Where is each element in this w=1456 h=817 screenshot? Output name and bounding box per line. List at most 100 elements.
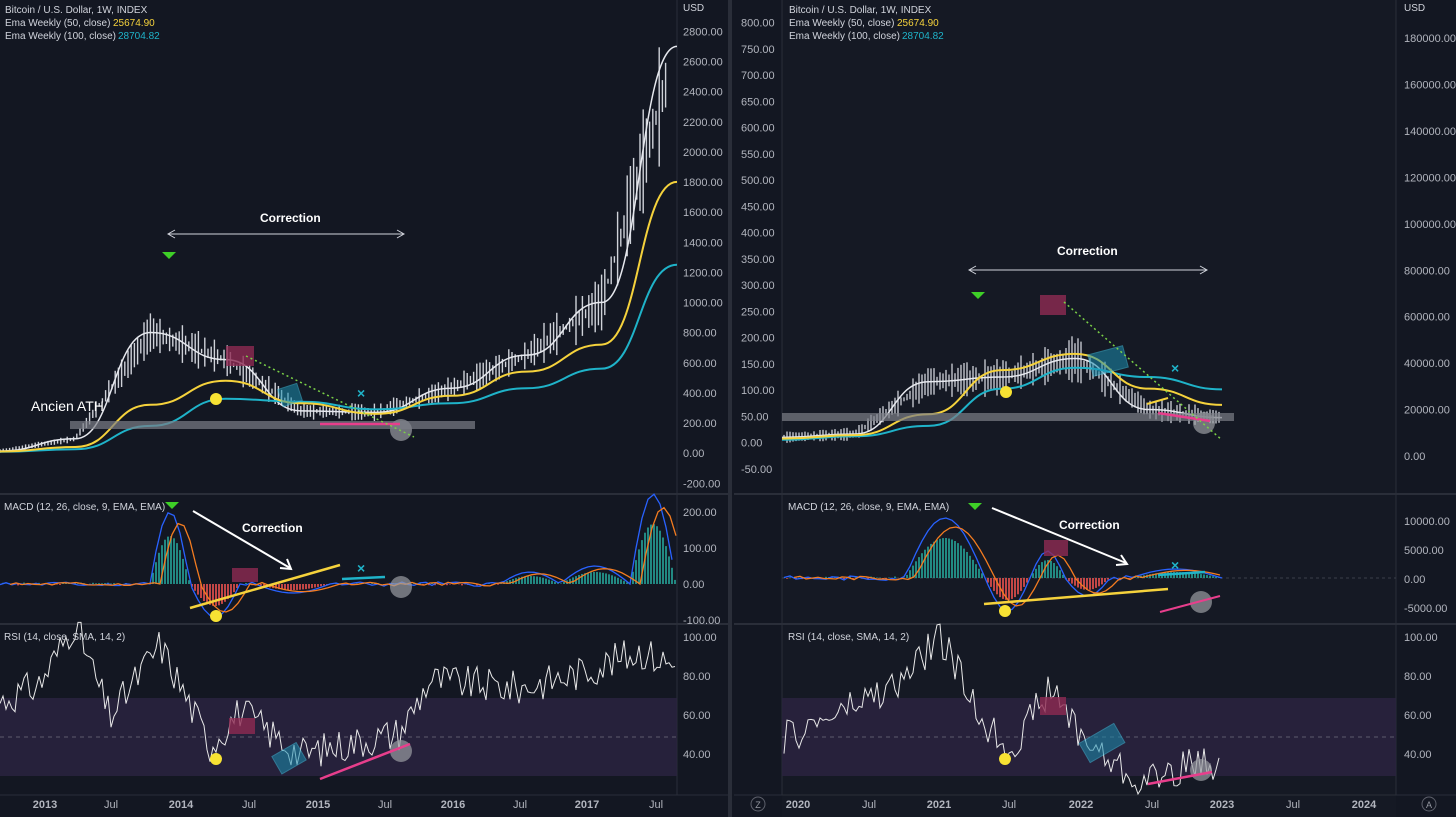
right-pct-tick-1: 750.00: [741, 44, 775, 56]
auto-scale-button[interactable]: A: [1421, 796, 1437, 812]
right-ema100-value: 28704.82: [902, 31, 944, 42]
left-macd-tick-3: -100.00: [683, 615, 720, 627]
zoom-reset-button[interactable]: Z: [750, 796, 766, 812]
right-signal-line: [793, 526, 1221, 607]
left-currency-label: USD: [683, 3, 704, 14]
right-pct-tick-14: 100.00: [741, 385, 775, 397]
left-price-cross-icon: ×: [357, 385, 365, 401]
left-rsi-tick-2: 60.00: [683, 710, 711, 722]
right-plot-area: [782, 0, 1396, 817]
annotations: [70, 229, 1234, 786]
right-macd-title: MACD (12, 26, close, 9, EMA, EMA): [788, 502, 949, 513]
left-price-tick-13: 200.00: [683, 418, 717, 430]
right-pct-tick-11: 250.00: [741, 306, 775, 318]
right-price-tick-0: 180000.00: [1404, 33, 1456, 45]
left-time-tick-1: Jul: [104, 799, 118, 811]
right-pct-tick-5: 550.00: [741, 149, 775, 161]
left-price-tick-2: 2400.00: [683, 87, 723, 99]
right-pct-tick-8: 400.00: [741, 228, 775, 240]
highlight-box-2: [229, 718, 255, 734]
right-pct-tick-17: -50.00: [741, 464, 772, 476]
left-rsi-title: RSI (14, close, SMA, 14, 2): [4, 632, 125, 643]
left-time-tick-3: Jul: [242, 799, 256, 811]
right-time-tick-1: Jul: [862, 799, 876, 811]
auto-scale-label: A: [1426, 800, 1432, 810]
left-ema100-line: [0, 263, 678, 453]
right-macd-correction-arrow: [991, 507, 1127, 564]
left-rsi-line: [0, 621, 676, 767]
right-macd-cyan-line: [1157, 570, 1206, 577]
channel-box-3: [1078, 722, 1126, 764]
right-price-tick-4: 100000.00: [1404, 219, 1456, 231]
right-time-tick-8: 2024: [1352, 799, 1377, 811]
left-ema100-value: 28704.82: [118, 31, 160, 42]
right-price-tick-7: 40000.00: [1404, 358, 1450, 370]
left-legend-title: Bitcoin / U.S. Dollar, 1W, INDEX: [5, 5, 148, 16]
left-macd-title: MACD (12, 26, close, 9, EMA, EMA): [4, 502, 165, 513]
channel-box-0: [277, 382, 303, 408]
right-price-cross-icon: ×: [1171, 360, 1179, 376]
left-macd-cyan-line: [341, 575, 386, 581]
left-price-tick-9: 1000.00: [683, 298, 723, 310]
left-time-tick-9: Jul: [649, 799, 663, 811]
left-rsi-tick-1: 80.00: [683, 671, 711, 683]
low-marker-2: [210, 753, 222, 765]
right-time-tick-5: Jul: [1145, 799, 1159, 811]
right-price-tick-9: 0.00: [1404, 451, 1425, 463]
right-pct-tick-0: 800.00: [741, 18, 775, 30]
right-ema100-label: Ema Weekly (100, close): [789, 31, 900, 42]
left-correction-arrow-head-right: [396, 229, 406, 239]
left-price-tick-7: 1400.00: [683, 237, 723, 249]
left-macd-tick-1: 100.00: [683, 543, 717, 555]
right-price-tick-1: 160000.00: [1404, 80, 1456, 92]
right-price-tick-2: 140000.00: [1404, 126, 1456, 138]
left-dotted-trendline: [245, 355, 415, 438]
right-pct-tick-2: 700.00: [741, 70, 775, 82]
right-ema50-label: Ema Weekly (50, close): [789, 18, 894, 29]
right-rsi-divergence: [1147, 770, 1213, 786]
right-price-divergence: [1157, 411, 1211, 423]
low-marker-1: [210, 610, 222, 622]
left-price-tick-4: 2000.00: [683, 147, 723, 159]
right-ema50-line: [781, 352, 1223, 440]
auto-scale-ring: [1421, 796, 1437, 812]
left-correction-label: Correction: [260, 211, 321, 225]
right-price-line: [781, 357, 1223, 439]
left-signal-line: [9, 506, 677, 613]
low-marker-5: [999, 753, 1011, 765]
left-price-tick-0: 2800.00: [683, 27, 723, 39]
peak-marker-0: [162, 252, 176, 259]
left-time-tick-8: 2017: [575, 799, 599, 811]
right-time-tick-2: 2021: [927, 799, 951, 811]
left-price-tick-5: 1800.00: [683, 177, 723, 189]
left-rsi-tick-0: 100.00: [683, 632, 717, 644]
left-ema50-value: 25674.90: [113, 18, 155, 29]
left-time-tick-2: 2014: [169, 799, 194, 811]
right-correction-label: Correction: [1057, 244, 1118, 258]
left-price-tick-3: 2200.00: [683, 117, 723, 129]
right-pct-tick-15: 50.00: [741, 411, 769, 423]
left-price-tick-14: 0.00: [683, 448, 704, 460]
right-pct-tick-7: 450.00: [741, 201, 775, 213]
left-time-tick-6: 2016: [441, 799, 465, 811]
left-macd-cross-icon: ×: [357, 560, 365, 576]
right-time-tick-3: Jul: [1002, 799, 1016, 811]
peak-marker-3: [968, 503, 982, 510]
right-macd-cross-icon: ×: [1171, 557, 1179, 573]
right-rsi-line: [783, 623, 1220, 796]
left-time-tick-4: 2015: [306, 799, 330, 811]
grey-target-5: [1190, 759, 1212, 781]
left-time-tick-7: Jul: [513, 799, 527, 811]
highlight-box-0: [226, 346, 254, 366]
left-macd: [0, 493, 677, 618]
zoom-reset-label: Z: [755, 800, 761, 810]
right-support-band: [782, 413, 1234, 421]
right-rsi-tick-3: 40.00: [1404, 749, 1432, 761]
right-legend-title: Bitcoin / U.S. Dollar, 1W, INDEX: [789, 5, 932, 16]
zoom-reset-ring: [750, 796, 766, 812]
right-rsi-title: RSI (14, close, SMA, 14, 2): [788, 632, 909, 643]
series-layer: [0, 45, 1223, 796]
right-price-tick-6: 60000.00: [1404, 312, 1450, 324]
left-price-tick-1: 2600.00: [683, 57, 723, 69]
left-ema50-label: Ema Weekly (50, close): [5, 18, 110, 29]
